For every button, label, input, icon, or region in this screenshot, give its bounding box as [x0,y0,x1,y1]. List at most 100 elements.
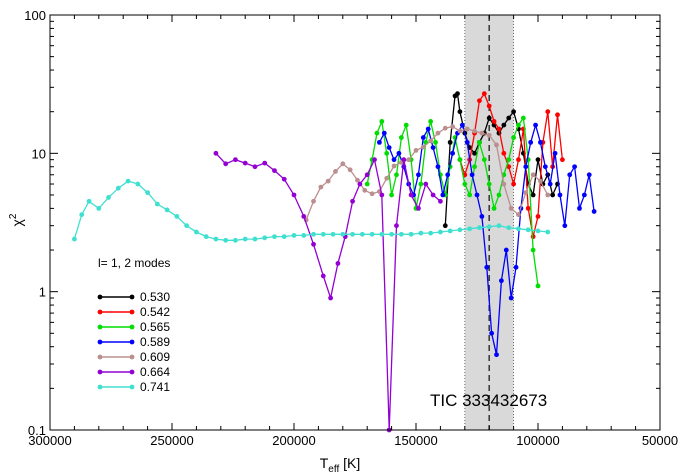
series-point-0.589 [503,247,509,253]
legend-label-0.589: 0.589 [140,335,170,349]
star-annotation: TIC 333432673 [430,391,547,410]
series-point-0.589 [572,164,577,170]
series-point-0.741 [79,212,85,218]
series-point-0.565 [511,135,516,140]
legend-marker-right-0.530 [129,294,135,300]
series-point-0.741 [340,231,346,237]
series-point-0.741 [174,214,180,219]
series-point-0.565 [418,181,424,187]
series-point-0.565 [374,130,380,136]
legend-marker-right-0.664 [129,369,135,375]
series-point-0.741 [252,236,258,242]
series-point-0.530 [535,157,541,163]
series-point-0.589 [557,192,563,198]
series-point-0.664 [372,157,377,163]
series-point-0.589 [474,192,480,198]
series-point-0.542 [501,150,507,156]
series-point-0.589 [591,209,597,214]
series-point-0.741 [457,227,463,233]
series-point-0.741 [408,231,414,237]
series-point-0.565 [472,164,477,170]
series-point-0.565 [428,119,434,124]
y-tick-label: 0.1 [28,423,46,438]
series-point-0.609 [384,175,390,181]
series-point-0.664 [364,172,370,178]
legend-marker-left-0.609 [97,354,103,360]
series-point-0.664 [350,198,355,204]
series-point-0.542 [525,205,531,211]
series-point-0.664 [311,241,316,247]
series-point-0.741 [125,178,131,184]
series-point-0.741 [311,231,316,237]
series-point-0.609 [311,198,316,204]
series-point-0.609 [508,205,514,211]
series-point-0.565 [520,115,526,121]
y-axis-title-sup: 2 [8,213,19,219]
plot-frame [49,14,661,431]
x-tick-label: 200000 [272,433,315,448]
series-point-0.542 [477,98,482,104]
series-line-0.542 [459,92,564,237]
x-tick-label: 150000 [394,433,437,448]
series-point-0.565 [516,122,521,128]
series-point-0.741 [350,231,355,237]
series-point-0.609 [391,163,397,169]
legend: l= 1, 2 modes0.5300.5420.5650.5890.6090.… [97,256,170,394]
series-point-0.542 [511,181,516,187]
series-point-0.609 [333,169,338,174]
series-point-0.589 [377,139,382,145]
series-point-0.664 [335,261,341,266]
series-point-0.609 [406,157,412,163]
series-point-0.609 [347,167,353,173]
legend-label-0.530: 0.530 [140,290,170,304]
y-axis-title-main: χ [9,218,25,226]
series-point-0.589 [494,352,499,358]
legend-marker-left-0.565 [97,324,103,330]
series-point-0.565 [379,119,385,124]
series-point-0.565 [477,139,482,145]
series-point-0.664 [272,168,277,174]
series-point-0.542 [481,91,487,97]
series-point-0.609 [355,177,360,183]
series-point-0.741 [486,224,492,230]
series-point-0.741 [545,229,551,235]
series-point-0.565 [384,150,390,156]
series-point-0.664 [379,192,385,198]
series-point-0.741 [194,229,199,235]
series-point-0.565 [530,247,536,253]
x-tick-label: 100000 [516,433,559,448]
x-axis-title-unit: [K] [339,455,360,471]
legend-marker-right-0.589 [129,339,135,345]
series-point-0.609 [362,187,368,193]
series-point-0.589 [425,126,431,132]
series-point-0.609 [442,125,448,131]
series-point-0.741 [164,207,170,213]
legend-marker-right-0.565 [129,324,135,330]
series-point-0.609 [530,172,536,178]
series-point-0.609 [501,181,507,187]
legend-label-0.664: 0.664 [140,365,170,379]
y-tick-label: 100 [24,8,46,23]
series-point-0.530 [506,115,512,121]
series-point-0.609 [428,138,434,144]
series-point-0.565 [394,172,399,178]
series-point-0.565 [535,283,541,289]
series-point-0.664 [233,157,238,163]
series-point-0.741 [477,225,482,231]
y-tick-label: 1 [39,285,46,300]
series-point-0.741 [154,201,160,207]
series-point-0.741 [291,233,297,238]
series-point-0.664 [328,295,333,301]
series-point-0.741 [467,226,473,232]
series-layer [72,91,597,433]
x-tick-label: 50000 [642,433,678,448]
series-point-0.542 [555,112,560,118]
series-point-0.589 [538,139,543,145]
teff-uncertainty-band [464,15,514,430]
series-point-0.609 [545,192,551,198]
series-point-0.741 [516,226,521,232]
series-point-0.609 [318,184,324,190]
axis-ticks: 300000 250000 200000 150000 100000 50000 0.1 1 1… [24,8,678,448]
series-point-0.565 [398,135,404,140]
series-point-0.589 [420,135,426,140]
